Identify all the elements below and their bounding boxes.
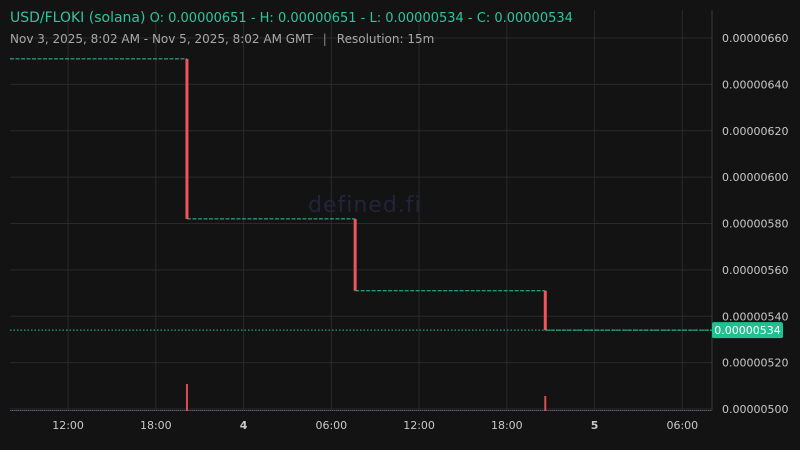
x-tick-label: 4	[240, 419, 248, 432]
date-range: Nov 3, 2025, 8:02 AM - Nov 5, 2025, 8:02…	[10, 32, 313, 46]
volume-bar	[185, 384, 188, 411]
y-tick-label: 0.00000660	[722, 32, 788, 45]
candle	[185, 58, 189, 219]
x-tick-label: 5	[591, 419, 599, 432]
y-tick-label: 0.00000620	[722, 125, 788, 138]
y-tick-label: 0.00000560	[722, 264, 788, 277]
watermark: defined.fi	[308, 193, 422, 218]
volume-bar	[544, 396, 547, 411]
x-tick-label: 12:00	[403, 419, 435, 432]
x-tick-label: 06:00	[666, 419, 698, 432]
x-tick-label: 18:00	[491, 419, 523, 432]
pair-title: USD/FLOKI (solana)	[10, 10, 146, 26]
y-tick-label: 0.00000640	[722, 78, 788, 91]
y-tick-label: 0.00000540	[722, 310, 788, 323]
y-tick-label: 0.00000500	[722, 403, 788, 416]
x-tick-label: 18:00	[140, 419, 172, 432]
last-price-tag	[712, 322, 783, 339]
resolution-label: Resolution: 15m	[336, 32, 435, 46]
x-tick-label: 06:00	[315, 419, 347, 432]
y-tick-label: 0.00000520	[722, 357, 788, 370]
ohlc-readout: O: 0.00000651 - H: 0.00000651 - L: 0.000…	[149, 11, 573, 26]
candle	[353, 218, 357, 291]
y-tick-label: 0.00000580	[722, 218, 788, 231]
x-tick-label: 12:00	[52, 419, 84, 432]
candle	[543, 290, 547, 331]
header-separator: |	[322, 32, 327, 46]
y-tick-label: 0.00000600	[722, 171, 788, 184]
chart-header: USD/FLOKI (solana) O: 0.00000651 - H: 0.…	[10, 10, 573, 46]
last-price-label: 0.00000534	[714, 324, 780, 337]
